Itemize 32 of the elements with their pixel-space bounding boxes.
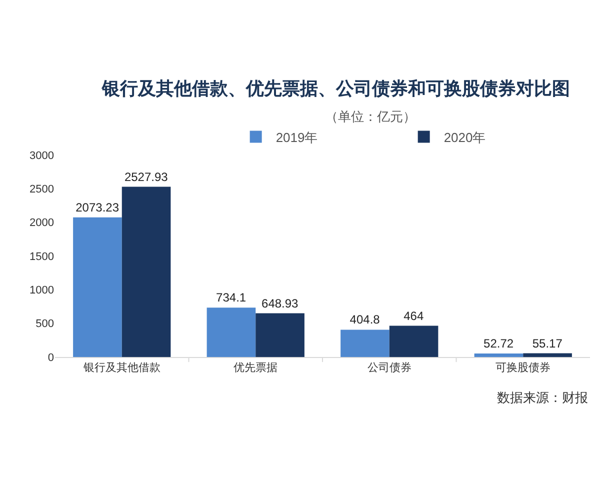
data-label: 648.93 (262, 296, 299, 310)
y-tick-label: 500 (36, 318, 54, 330)
y-tick-label: 1000 (30, 284, 54, 297)
chart-subtitle: （单位：亿元） (325, 109, 416, 124)
source-note: 数据来源：财报 (497, 390, 588, 405)
bar (73, 217, 122, 357)
bar (523, 353, 572, 357)
bar (474, 353, 524, 357)
y-tick-label: 0 (48, 352, 54, 364)
legend-label: 2020年 (444, 130, 486, 145)
data-label: 2527.93 (124, 170, 168, 184)
bar (340, 330, 390, 357)
bar (122, 186, 171, 357)
legend-label: 2019年 (276, 130, 318, 145)
bar (206, 308, 256, 357)
data-label: 404.8 (350, 312, 380, 327)
bar (389, 326, 438, 357)
x-tick-label: 公司债券 (367, 361, 412, 374)
x-tick-label: 可换股债券 (496, 361, 551, 374)
chart-title: 银行及其他借款、优先票据、公司债券和可换股债券对比图 (101, 78, 570, 98)
data-label: 55.17 (532, 336, 563, 350)
bar (256, 313, 304, 357)
data-label: 464 (404, 308, 424, 323)
y-tick-label: 3000 (30, 150, 54, 162)
data-label: 734.1 (216, 290, 246, 305)
x-tick-label: 优先票据 (234, 361, 278, 374)
data-label: 2073.23 (76, 200, 120, 214)
y-tick-label: 2000 (30, 217, 54, 230)
x-tick-label: 银行及其他借款 (82, 361, 160, 374)
y-tick-label: 1500 (30, 250, 54, 263)
data-label: 52.72 (484, 336, 514, 350)
y-tick-label: 2500 (30, 184, 54, 196)
